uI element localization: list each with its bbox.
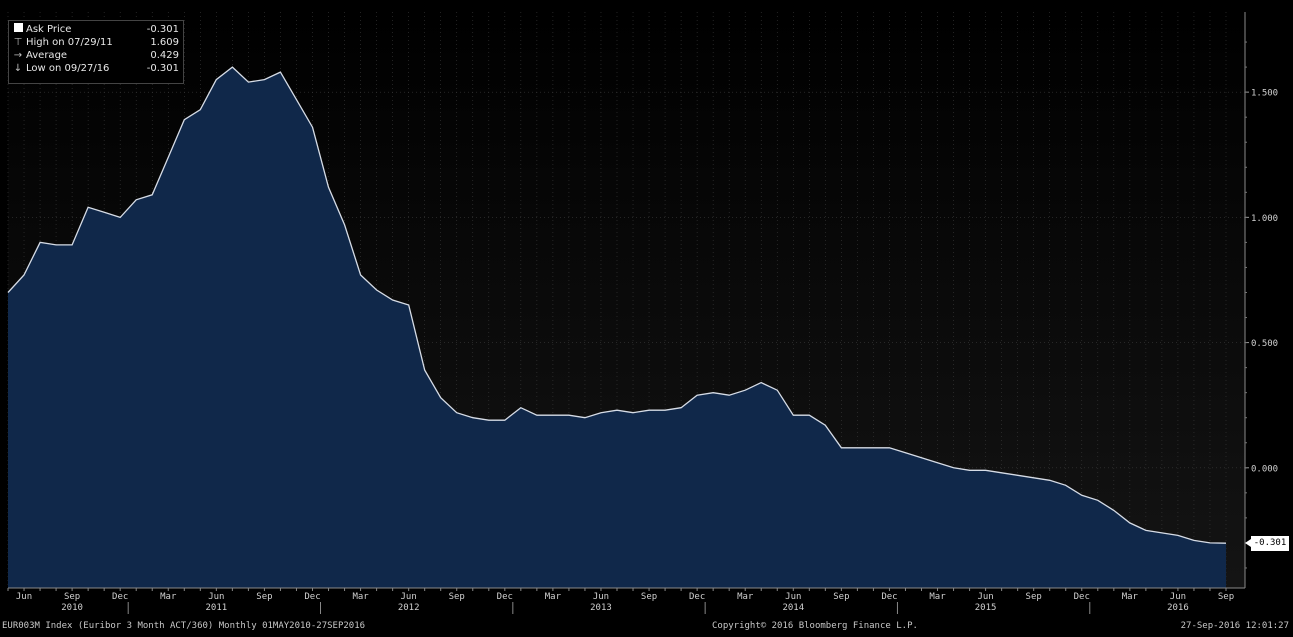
x-month-label: Sep bbox=[256, 592, 272, 602]
x-month-label: Dec bbox=[497, 592, 513, 602]
x-year-label: 2010 bbox=[61, 603, 83, 613]
x-month-label: Mar bbox=[160, 592, 177, 602]
legend-value: -0.301 bbox=[146, 63, 179, 74]
last-value-badge: -0.301 bbox=[1245, 535, 1289, 551]
legend: Ask Price -0.301 ⊤ High on 07/29/11 1.609… bbox=[8, 20, 184, 84]
y-tick-label: 1.500 bbox=[1251, 89, 1278, 99]
legend-label: High on 07/29/11 bbox=[26, 37, 113, 48]
footer-index-description: EUR003M Index (Euribor 3 Month ACT/360) … bbox=[2, 621, 366, 631]
x-month-label: Mar bbox=[545, 592, 562, 602]
y-axis: 1.500 1.000 0.500 0.000 bbox=[1245, 41, 1278, 569]
x-month-label: Dec bbox=[112, 592, 128, 602]
x-year-label: 2012 bbox=[398, 603, 420, 613]
x-month-label: Sep bbox=[449, 592, 465, 602]
x-year-label: 2013 bbox=[590, 603, 612, 613]
area-series bbox=[7, 66, 1227, 589]
low-marker-icon: ↓ bbox=[13, 63, 23, 74]
legend-row-high: ⊤ High on 07/29/11 1.609 bbox=[13, 36, 179, 49]
x-month-label: Dec bbox=[881, 592, 897, 602]
x-month-label: Sep bbox=[1026, 592, 1042, 602]
legend-swatch-icon bbox=[13, 23, 23, 36]
x-month-label: Jun bbox=[977, 592, 993, 602]
x-month-label: Jun bbox=[593, 592, 609, 602]
x-year-label: 2015 bbox=[975, 603, 997, 613]
legend-label: Ask Price bbox=[26, 24, 72, 35]
footer-copyright: Copyright© 2016 Bloomberg Finance L.P. bbox=[712, 621, 918, 631]
x-month-label: Jun bbox=[401, 592, 417, 602]
x-month-label: Jun bbox=[785, 592, 801, 602]
x-month-label: Sep bbox=[64, 592, 80, 602]
x-month-label: Dec bbox=[304, 592, 320, 602]
x-month-label: Mar bbox=[352, 592, 369, 602]
x-month-label: Sep bbox=[1218, 592, 1234, 602]
legend-value: 1.609 bbox=[150, 37, 179, 48]
legend-value: 0.429 bbox=[150, 50, 179, 61]
x-month-label: Mar bbox=[1122, 592, 1139, 602]
x-month-label: Jun bbox=[16, 592, 32, 602]
x-month-label: Sep bbox=[833, 592, 849, 602]
x-axis: Jun Sep Dec Mar Jun Sep Dec Mar Jun Sep Dec Mar Jun S… bbox=[7, 588, 1234, 614]
x-month-label: Jun bbox=[1170, 592, 1186, 602]
x-year-label: 2014 bbox=[782, 603, 804, 613]
series-line bbox=[7, 66, 1227, 544]
legend-label: Average bbox=[26, 50, 68, 61]
y-tick-label: 1.000 bbox=[1251, 214, 1278, 224]
legend-row-low: ↓ Low on 09/27/16 -0.301 bbox=[13, 62, 179, 75]
legend-row-average: → Average 0.429 bbox=[13, 49, 179, 62]
x-year-label: 2016 bbox=[1167, 603, 1189, 613]
x-year-label: 2011 bbox=[205, 603, 227, 613]
x-month-label: Mar bbox=[929, 592, 946, 602]
high-marker-icon: ⊤ bbox=[13, 37, 23, 48]
average-marker-icon: → bbox=[13, 50, 23, 61]
legend-label: Low on 09/27/16 bbox=[26, 63, 110, 74]
area-fill bbox=[8, 67, 1226, 589]
x-month-label: Jun bbox=[208, 592, 224, 602]
legend-value: -0.301 bbox=[146, 24, 179, 35]
y-tick-label: 0.000 bbox=[1251, 464, 1278, 474]
x-month-label: Dec bbox=[689, 592, 705, 602]
footer: EUR003M Index (Euribor 3 Month ACT/360) … bbox=[0, 621, 1293, 633]
footer-timestamp: 27-Sep-2016 12:01:27 bbox=[1180, 621, 1289, 631]
x-month-label: Mar bbox=[737, 592, 754, 602]
y-tick-label: 0.500 bbox=[1251, 339, 1278, 349]
legend-row-ask-price: Ask Price -0.301 bbox=[13, 23, 179, 36]
x-month-label: Dec bbox=[1074, 592, 1090, 602]
x-month-label: Sep bbox=[641, 592, 657, 602]
